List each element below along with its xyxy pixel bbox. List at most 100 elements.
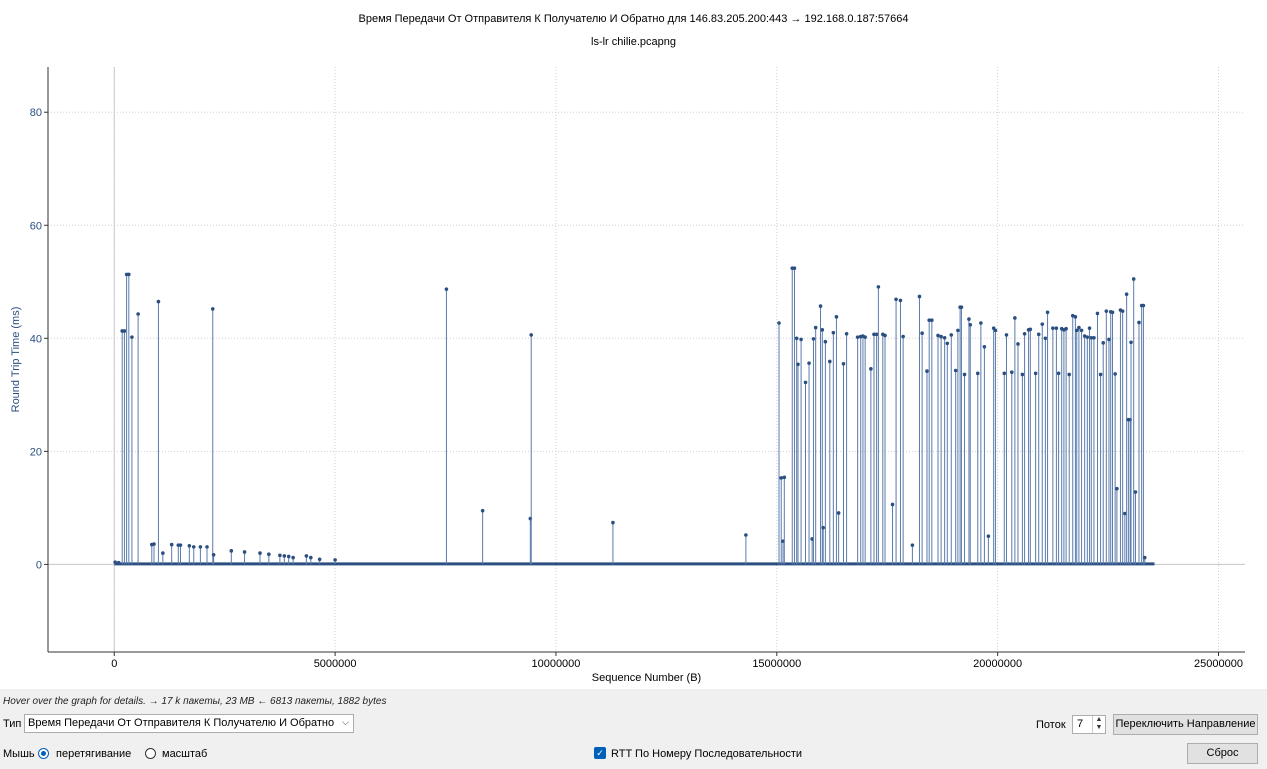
rtt-point [130,335,134,339]
y-tick-label: 80 [30,107,42,119]
chart-title: Время Передачи От Отправителя К Получате… [358,13,909,25]
rtt-point [161,551,165,555]
switch-direction-button[interactable]: Переключить Направление [1113,714,1258,735]
rtt-point [1020,372,1025,377]
rtt-point [863,335,867,339]
rtt-point [818,304,823,308]
rtt-point [953,368,958,373]
x-tick-label: 20000000 [973,658,1022,670]
rtt-point [1107,337,1111,342]
rtt-point [1123,511,1127,516]
rtt-point [1045,310,1050,315]
rtt-point [872,332,876,337]
x-tick-label: 5000000 [314,658,357,670]
rtt-point [799,337,803,342]
zoom-radio[interactable] [145,748,156,759]
rtt-point [959,305,964,310]
rtt-point [229,549,234,553]
rtt-point [1067,372,1072,377]
rtt-point [803,380,808,385]
rtt-point [1101,341,1106,345]
rtt-point [925,369,929,373]
rtt-point [1051,326,1055,330]
rtt-seq-checkbox[interactable]: ✓ [594,747,606,759]
rtt-point [841,361,846,366]
rtt-point [876,285,881,289]
chart-subtitle: ls-lr chilie.pcapng [591,36,676,48]
y-tick-label: 40 [30,333,42,345]
rtt-point [282,554,287,558]
rtt-point [178,543,183,547]
rtt-point [1092,335,1096,340]
rtt-point [156,299,161,304]
rtt-point [1079,328,1084,333]
graph-type-select[interactable]: Время Передачи От Отправителя К Получате… [24,714,354,733]
rtt-point [480,508,485,513]
rtt-point [304,554,309,558]
rtt-point [1131,277,1136,281]
drag-radio-label[interactable]: перетягивание [56,748,132,760]
rtt-point [1077,325,1081,330]
rtt-point [927,318,931,323]
drag-radio[interactable] [38,748,49,759]
rtt-point [267,552,271,557]
rtt-point [291,555,295,560]
rtt-point [1110,310,1115,315]
rtt-point [611,520,615,525]
rtt-point [823,339,828,344]
graph-plot-area[interactable]: Время Передачи От Отправителя К Получате… [0,0,1267,689]
zoom-radio-label[interactable]: масштаб [162,748,208,760]
rtt-point [127,272,131,277]
rtt-point [169,542,174,547]
rtt-point [1016,342,1020,346]
spin-arrows-icon[interactable]: ▲ ▼ [1092,716,1105,733]
rtt-seq-label[interactable]: RTT По Номеру Последовательности [611,748,803,760]
rtt-point [828,359,832,364]
rtt-point [920,331,924,336]
x-tick-label: 0 [111,658,117,670]
rtt-point [993,328,998,333]
stream-label: Поток [1036,719,1066,731]
rtt-point [962,372,967,377]
rtt-point [883,333,887,338]
rtt-point [1040,322,1045,326]
rtt-point [930,318,934,323]
rtt-scatter-plot[interactable]: 0 5000000 10000000 15000000 20000000 25000000… [0,0,1267,689]
rtt-point [1009,370,1014,375]
rtt-point [1120,309,1125,313]
rtt-point [836,511,841,515]
baseline-point-band [114,562,1155,566]
x-tick-label: 15000000 [752,658,801,670]
rtt-point [782,475,787,480]
rtt-point [1089,335,1094,340]
rtt-point [949,333,954,337]
rtt-point [1098,372,1103,377]
rtt-point [211,552,216,557]
reset-button[interactable]: Сброс [1187,743,1258,764]
rtt-point [191,545,196,549]
rtt-point [898,298,903,303]
rtt-point [187,543,192,548]
rtt-point [286,554,291,559]
rtt-point [198,545,203,549]
rtt-point [1022,331,1027,336]
rtt-point [942,335,947,340]
rtt-point [890,502,895,507]
rtt-point [813,325,818,330]
rtt-point [820,328,825,332]
x-tick-label: 25000000 [1194,658,1243,670]
rtt-point [1056,371,1061,376]
rtt-point [794,336,799,341]
rtt-point [1036,332,1041,337]
rtt-point [1074,328,1079,333]
rtt-point [844,331,849,336]
stream-spinbox[interactable]: 7 ▲ ▼ [1072,715,1106,734]
rtt-point [1064,326,1068,331]
rtt-point [939,334,943,339]
rtt-point [807,361,811,365]
rtt-point [317,557,322,562]
rtt-point [1142,555,1147,560]
stream-value: 7 [1077,718,1084,730]
y-tick-label: 20 [30,446,42,458]
y-axis-label: Round Trip Time (ms) [10,307,22,413]
